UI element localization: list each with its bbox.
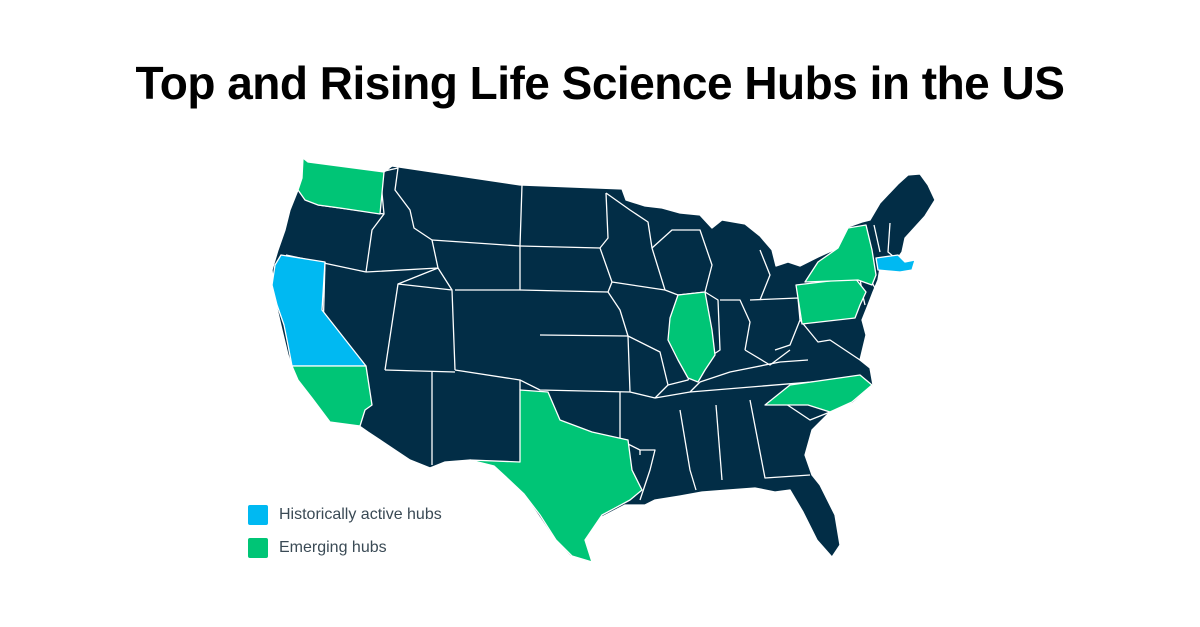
map-legend: Historically active hubs Emerging hubs <box>248 505 442 571</box>
legend-label: Emerging hubs <box>279 539 387 556</box>
state-california-north <box>271 254 367 367</box>
legend-label: Historically active hubs <box>279 506 442 523</box>
state-texas <box>469 389 643 563</box>
legend-swatch-emerging <box>248 538 268 558</box>
state-new-york <box>804 224 877 286</box>
page-title: Top and Rising Life Science Hubs in the … <box>135 57 1065 109</box>
legend-item-emerging: Emerging hubs <box>248 538 442 558</box>
us-silhouette <box>271 157 936 563</box>
legend-swatch-historically-active <box>248 505 268 525</box>
state-california-south <box>291 365 373 427</box>
state-illinois <box>667 291 716 383</box>
state-pennsylvania <box>795 277 867 325</box>
legend-item-historically-active: Historically active hubs <box>248 505 442 525</box>
state-north-carolina <box>764 374 873 413</box>
state-massachusetts <box>875 254 916 273</box>
state-washington <box>297 157 385 215</box>
